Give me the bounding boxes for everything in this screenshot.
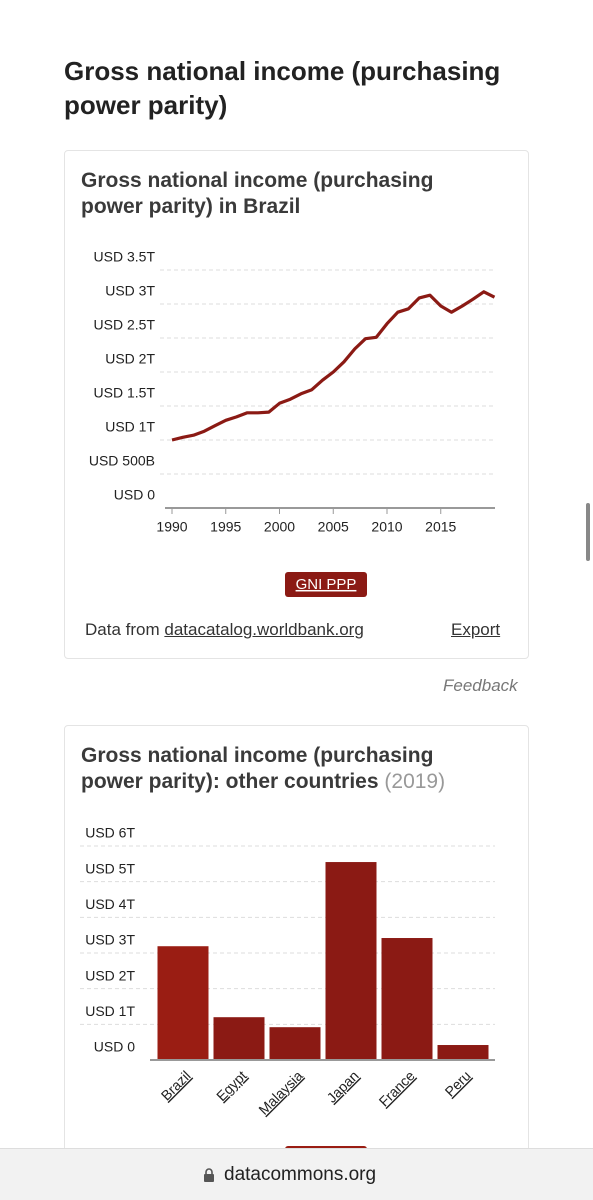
chart-title: Gross national income (purchasing power … (81, 743, 501, 795)
y-tick-label: USD 1.5T (94, 385, 156, 401)
bar (381, 938, 433, 1060)
y-tick-label: USD 5T (85, 860, 135, 876)
y-tick-label: USD 6T (85, 825, 135, 841)
bar (269, 1027, 321, 1060)
x-tick-label: 2000 (264, 519, 295, 535)
chart-subtitle: (2019) (384, 770, 446, 793)
lock-icon (204, 1168, 214, 1182)
chart-card (64, 725, 529, 1200)
source-prefix: Data from (85, 620, 160, 639)
y-tick-label: USD 2T (85, 967, 135, 983)
bar (325, 862, 377, 1060)
x-tick-label: 2010 (371, 519, 402, 535)
y-tick-label: USD 3T (105, 283, 155, 299)
x-tick-label: 1990 (156, 519, 187, 535)
legend-chip (285, 572, 367, 597)
export-link[interactable]: Export (451, 620, 501, 639)
browser-bar: datacommons.org (0, 1148, 593, 1200)
x-tick-label: Peru (442, 1067, 474, 1099)
bar (437, 1045, 489, 1060)
y-tick-label: USD 1T (85, 1003, 135, 1019)
y-tick-label: USD 0 (94, 1039, 135, 1055)
y-tick-label: USD 2T (105, 351, 155, 367)
page-title: Gross national income (purchasing power … (64, 56, 501, 120)
y-tick-label: USD 500B (89, 453, 155, 469)
chart-title-text: Gross national income (purchasing power … (81, 744, 434, 793)
x-tick-label: France (376, 1067, 418, 1109)
data-line (171, 290, 496, 442)
scrollbar (586, 503, 590, 561)
bar (213, 1017, 265, 1060)
y-tick-label: USD 2.5T (94, 317, 156, 333)
x-tick-label: Malaysia (255, 1067, 306, 1118)
y-tick-label: USD 3T (85, 932, 135, 948)
chart-title: Gross national income (purchasing power … (81, 169, 434, 218)
bar (157, 946, 209, 1060)
source-link[interactable]: datacatalog.worldbank.org (164, 620, 364, 639)
x-tick-label: Egypt (213, 1067, 250, 1104)
y-tick-label: USD 1T (105, 419, 155, 435)
url[interactable]: datacommons.org (224, 1164, 377, 1185)
feedback-link[interactable]: Feedback (443, 676, 518, 695)
y-tick-label: USD 0 (114, 487, 155, 503)
y-tick-label: USD 4T (85, 896, 135, 912)
x-tick-label: 2005 (318, 519, 349, 535)
y-tick-label: USD 3.5T (94, 249, 156, 265)
source: Data from datacatalog.worldbank.org (85, 620, 364, 640)
x-tick-label: 2015 (425, 519, 456, 535)
x-tick-label: 1995 (210, 519, 241, 535)
legend-label: GNI PPP (296, 576, 357, 593)
x-tick-label: Japan (323, 1067, 361, 1105)
x-tick-label: Brazil (158, 1067, 194, 1103)
